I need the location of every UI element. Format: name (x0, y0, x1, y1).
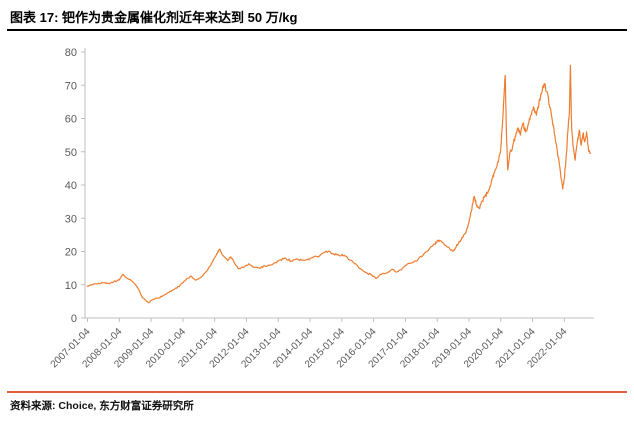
y-tick-label: 40 (65, 180, 77, 192)
y-tick-label: 50 (65, 147, 77, 159)
y-tick-label: 30 (65, 213, 77, 225)
y-tick-label: 0 (71, 313, 77, 325)
title-rule (7, 29, 627, 31)
price-line-chart: 010203040506070802007-01-042008-01-04200… (49, 47, 594, 370)
y-tick-label: 80 (65, 47, 77, 59)
y-tick-label: 70 (65, 80, 77, 92)
y-tick-label: 20 (65, 247, 77, 259)
price-line (86, 64, 591, 304)
y-tick-label: 60 (65, 114, 77, 126)
y-tick-label: 10 (65, 280, 77, 292)
footer-rule (7, 391, 627, 393)
source-note: 资料来源: Choice, 东方财富证券研究所 (10, 400, 194, 412)
figure-title: 图表 17: 钯作为贵金属催化剂近年来达到 50 万/kg (10, 10, 298, 25)
